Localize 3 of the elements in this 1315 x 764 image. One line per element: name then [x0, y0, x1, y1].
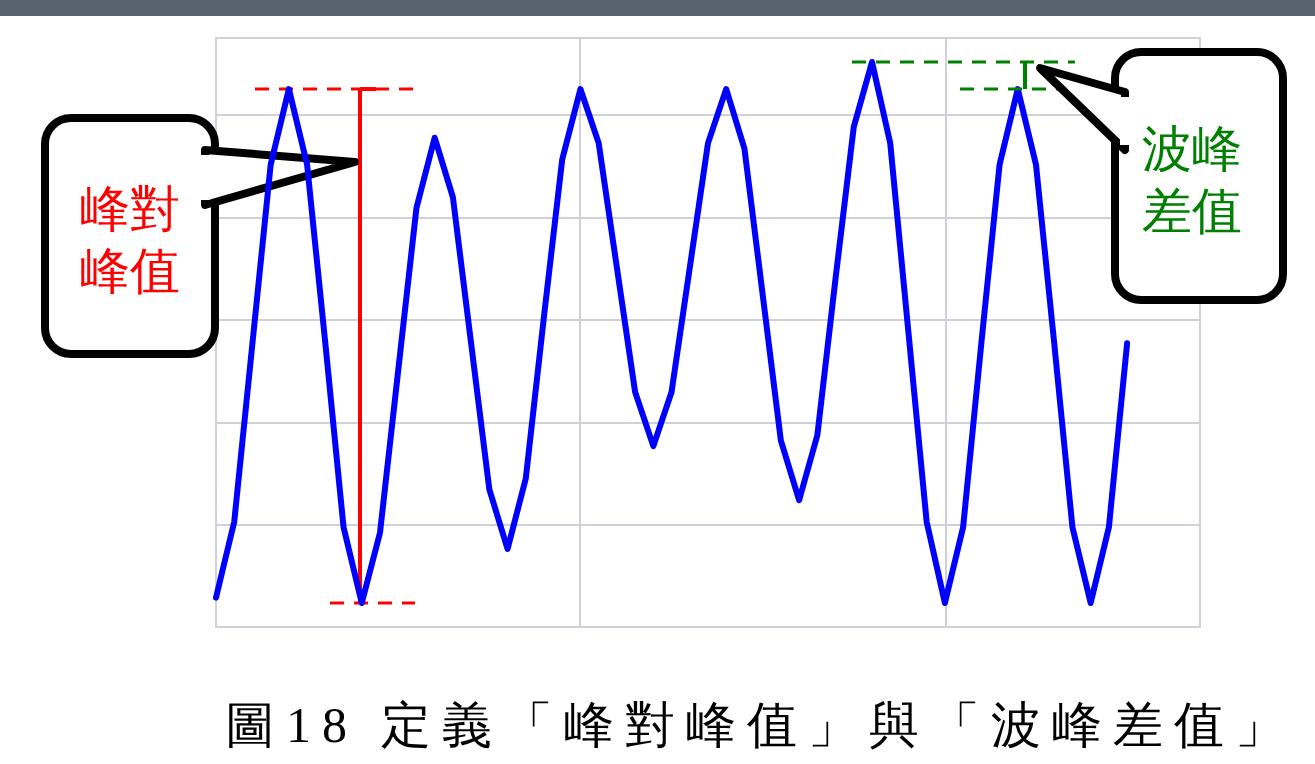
ref-line-label: 峰對峰值 — [80, 181, 180, 299]
caption: 圖18 定義「峰對峰值」與「波峰差值」 — [225, 697, 1285, 753]
ref-line-label: 波峰差值 — [1142, 121, 1242, 239]
